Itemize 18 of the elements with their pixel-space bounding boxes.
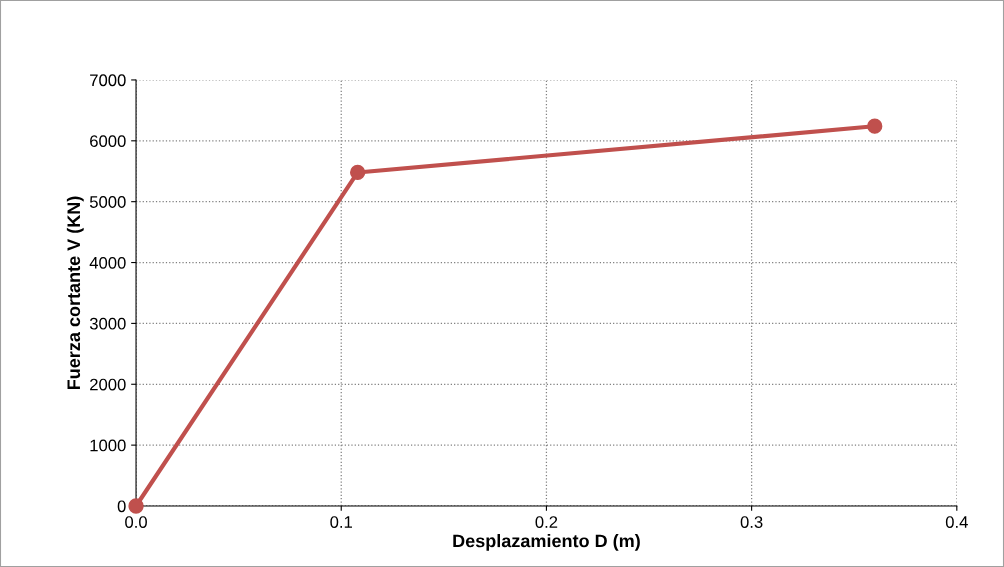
- x-tick-label: 0.3: [740, 516, 763, 528]
- y-tick-label: 6000: [90, 135, 126, 148]
- y-tick-label: 7000: [90, 74, 126, 87]
- y-tick-label: 1000: [90, 439, 126, 452]
- x-axis-title: Desplazamiento D (m): [453, 534, 640, 551]
- y-tick-label: 5000: [89, 196, 126, 208]
- x-tick-label: 0.4: [945, 516, 968, 528]
- point: [350, 164, 366, 181]
- point: [867, 118, 883, 134]
- x-tick-label: 0.2: [535, 516, 558, 528]
- y-axis-title: Fuerza cortante V (KN): [66, 196, 84, 390]
- y-tick-label: 2000: [90, 378, 126, 391]
- y-tick-label: 3000: [89, 317, 126, 330]
- point: [128, 498, 144, 514]
- y-tick-label: 0: [117, 500, 126, 513]
- x-tick-label: 0.0: [125, 516, 147, 528]
- x-tick-label: 0.1: [330, 516, 353, 528]
- y-tick-label: 4000: [89, 256, 126, 269]
